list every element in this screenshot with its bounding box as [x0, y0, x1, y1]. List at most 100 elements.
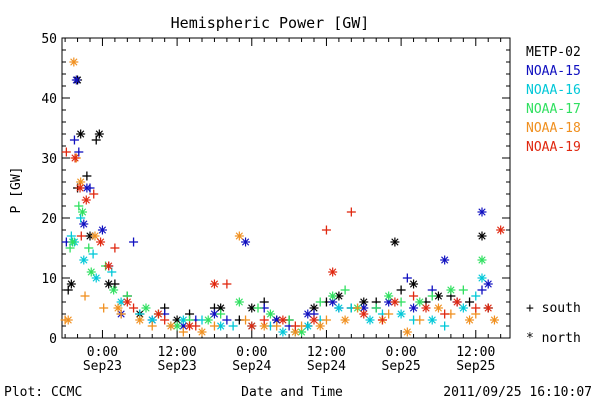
north-point — [113, 303, 123, 313]
south-point — [74, 147, 84, 157]
south-point — [209, 321, 219, 331]
north-point — [278, 315, 288, 325]
south-point — [321, 225, 331, 235]
south-point — [377, 315, 387, 325]
south-point — [80, 291, 90, 301]
north-point — [409, 303, 419, 313]
north-point — [104, 261, 114, 271]
south-point — [396, 285, 406, 295]
north-point — [458, 303, 468, 313]
south-point — [458, 285, 468, 295]
x-tick-date-label: Sep23 — [158, 359, 197, 374]
x-tick-date-label: Sep24 — [307, 359, 346, 374]
south-point — [129, 303, 139, 313]
south-point — [315, 297, 325, 307]
x-tick-time-label: 0:00 — [236, 345, 267, 360]
plot-frame — [61, 37, 511, 339]
north-point — [390, 237, 400, 247]
south-point — [272, 321, 282, 331]
north-point — [433, 291, 443, 301]
north-point — [109, 285, 119, 295]
north-point — [334, 303, 344, 313]
north-point — [216, 321, 226, 331]
south-point — [88, 249, 98, 259]
south-point — [74, 201, 84, 211]
north-point — [489, 315, 499, 325]
north-point — [477, 207, 487, 217]
south-point — [147, 321, 157, 331]
north-point — [68, 237, 78, 247]
north-point — [135, 315, 145, 325]
y-axis: 0 10 20 30 40 50 — [41, 32, 510, 347]
north-point — [104, 279, 114, 289]
north-point — [328, 267, 338, 277]
north-point — [265, 309, 275, 319]
x-tick-time-label: 12:00 — [456, 345, 495, 360]
legend-marker-label: * north — [526, 331, 581, 346]
south-point — [222, 315, 232, 325]
north-point — [90, 231, 100, 241]
north-point — [452, 297, 462, 307]
south-point — [340, 285, 350, 295]
south-point — [241, 315, 251, 325]
south-point — [89, 189, 99, 199]
x-axis: 0:00Sep2312:00Sep230:00Sep2412:00Sep240:… — [64, 38, 502, 374]
north-point — [421, 303, 431, 313]
x-tick-time-label: 12:00 — [307, 345, 346, 360]
legend-series-label: NOAA-18 — [526, 121, 581, 136]
north-point — [440, 255, 450, 265]
x-tick-time-label: 12:00 — [158, 345, 197, 360]
north-point — [172, 321, 182, 331]
south-point — [259, 315, 269, 325]
north-point — [315, 321, 325, 331]
north-point — [483, 279, 493, 289]
legend-series-label: NOAA-15 — [526, 64, 581, 79]
north-point — [82, 183, 92, 193]
south-point — [465, 297, 475, 307]
north-point — [94, 129, 104, 139]
north-point — [185, 321, 195, 331]
north-point — [247, 321, 257, 331]
south-point — [477, 285, 487, 295]
south-point — [99, 303, 109, 313]
south-point — [440, 309, 450, 319]
south-point — [427, 291, 437, 301]
south-point — [440, 321, 450, 331]
x-tick-time-label: 0:00 — [87, 345, 118, 360]
north-point — [97, 225, 107, 235]
timestamp-label: 2011/09/25 16:10:07 — [443, 385, 592, 400]
south-point — [76, 231, 86, 241]
south-point — [471, 303, 481, 313]
north-point — [76, 129, 86, 139]
y-tick-label: 40 — [41, 92, 57, 107]
north-point — [359, 309, 369, 319]
south-point — [178, 327, 188, 337]
south-point — [415, 315, 425, 325]
north-point — [446, 285, 456, 295]
legend-marker-label: + south — [526, 301, 581, 316]
north-point — [247, 303, 257, 313]
credit-label: Plot: CCMC — [4, 385, 82, 400]
north-point — [433, 303, 443, 313]
north-point — [477, 231, 487, 241]
north-point — [166, 321, 176, 331]
north-point — [96, 237, 106, 247]
north-point — [66, 279, 76, 289]
north-point — [234, 231, 244, 241]
north-point — [303, 309, 313, 319]
x-tick-date-label: Sep23 — [83, 359, 122, 374]
legend-series-label: NOAA-16 — [526, 83, 581, 98]
south-point — [346, 207, 356, 217]
south-point — [222, 279, 232, 289]
north-point — [86, 267, 96, 277]
north-point — [81, 195, 91, 205]
north-point — [309, 315, 319, 325]
x-tick-date-label: Sep24 — [232, 359, 271, 374]
north-point — [91, 273, 101, 283]
north-point — [390, 297, 400, 307]
north-point — [477, 255, 487, 265]
y-tick-label: 50 — [41, 32, 57, 47]
north-point — [465, 315, 475, 325]
north-point — [241, 237, 251, 247]
